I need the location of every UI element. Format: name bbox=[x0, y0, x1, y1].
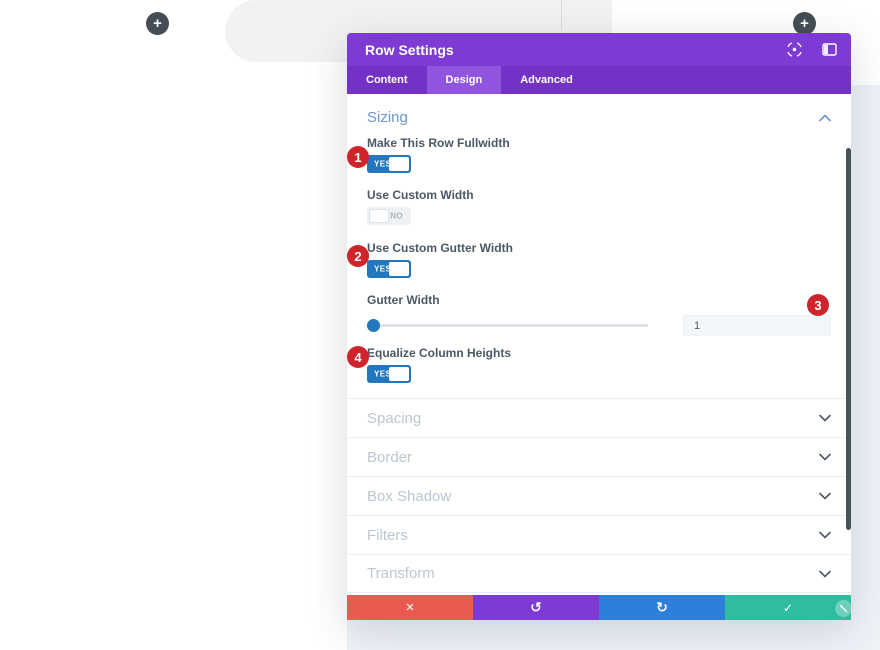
add-section-button[interactable]: + bbox=[146, 12, 169, 35]
toggle-yes-label: YES bbox=[374, 264, 392, 274]
chevron-up-icon bbox=[819, 113, 831, 121]
sizing-section-title: Sizing bbox=[367, 109, 408, 126]
custom-gutter-label: Use Custom Gutter Width bbox=[367, 241, 513, 255]
tab-content[interactable]: Content bbox=[366, 74, 408, 86]
chevron-down-icon bbox=[819, 453, 831, 461]
annotation-badge-4: 4 bbox=[347, 346, 369, 368]
section-border-title: Border bbox=[367, 448, 413, 466]
modal-body: Sizing Make This Row Fullwidth YES Use C… bbox=[347, 94, 851, 595]
section-transform-title: Transform bbox=[367, 565, 435, 582]
custom-gutter-toggle[interactable]: YES bbox=[367, 260, 411, 278]
modal-tabbar: Content Design Advanced bbox=[347, 66, 851, 94]
resize-diagonal-icon bbox=[839, 604, 848, 613]
annotation-badge-2: 2 bbox=[347, 245, 369, 267]
chevron-down-icon bbox=[819, 492, 831, 500]
sizing-section-header[interactable]: Sizing bbox=[367, 103, 831, 136]
tab-design[interactable]: Design bbox=[426, 66, 502, 94]
section-transform[interactable]: Transform bbox=[347, 554, 851, 593]
modal-title: Row Settings bbox=[365, 41, 454, 58]
dock-sidebar-icon[interactable] bbox=[822, 42, 837, 57]
modal-scrollbar-thumb[interactable] bbox=[846, 148, 851, 530]
focus-mode-icon[interactable] bbox=[787, 42, 802, 57]
row-settings-modal: Row Settings Content Design Advanced Siz… bbox=[347, 33, 852, 620]
chevron-down-icon bbox=[819, 414, 831, 422]
modal-header: Row Settings bbox=[347, 33, 851, 66]
section-box-shadow-title: Box Shadow bbox=[367, 487, 452, 505]
gutter-width-control bbox=[367, 315, 831, 336]
add-row-button[interactable]: + bbox=[793, 12, 816, 35]
cancel-button[interactable]: ✕ bbox=[347, 595, 473, 620]
custom-width-toggle[interactable]: NO bbox=[367, 207, 411, 225]
collapsed-sections: Spacing Border Box Shadow Filters bbox=[347, 398, 851, 593]
toggle-knob bbox=[369, 209, 389, 223]
tab-advanced[interactable]: Advanced bbox=[520, 74, 573, 86]
modal-footer: ✕ ↺ ↻ ✓ bbox=[347, 595, 851, 620]
equalize-toggle[interactable]: YES bbox=[367, 365, 411, 383]
equalize-label: Equalize Column Heights bbox=[367, 346, 512, 360]
toggle-yes-label: YES bbox=[374, 369, 392, 379]
toggle-yes-label: YES bbox=[374, 159, 392, 169]
chevron-down-icon bbox=[819, 570, 831, 578]
section-filters-title: Filters bbox=[367, 526, 408, 544]
save-button[interactable]: ✓ bbox=[725, 595, 851, 620]
slider-knob[interactable] bbox=[367, 319, 380, 332]
chevron-down-icon bbox=[819, 531, 831, 539]
gutter-width-label: Gutter Width bbox=[367, 293, 440, 307]
gutter-width-slider[interactable] bbox=[367, 315, 648, 336]
annotation-badge-3: 3 bbox=[807, 294, 829, 316]
undo-button[interactable]: ↺ bbox=[473, 595, 599, 620]
section-filters[interactable]: Filters bbox=[347, 515, 851, 554]
toggle-no-label: NO bbox=[390, 211, 403, 221]
toggle-knob bbox=[389, 262, 409, 276]
fullwidth-label: Make This Row Fullwidth bbox=[367, 136, 510, 150]
slider-track[interactable] bbox=[367, 324, 648, 327]
resize-handle[interactable] bbox=[835, 600, 852, 617]
fullwidth-toggle[interactable]: YES bbox=[367, 155, 411, 173]
toggle-knob bbox=[389, 157, 409, 171]
toggle-knob bbox=[389, 367, 409, 381]
section-box-shadow[interactable]: Box Shadow bbox=[347, 476, 851, 515]
gutter-width-input[interactable] bbox=[683, 315, 831, 336]
custom-width-label: Use Custom Width bbox=[367, 188, 474, 202]
annotation-badge-1: 1 bbox=[347, 146, 369, 168]
section-spacing-title: Spacing bbox=[367, 409, 422, 427]
section-border[interactable]: Border bbox=[347, 437, 851, 476]
column-divider-line bbox=[561, 0, 562, 30]
redo-button[interactable]: ↻ bbox=[599, 595, 725, 620]
section-spacing[interactable]: Spacing bbox=[347, 398, 851, 437]
